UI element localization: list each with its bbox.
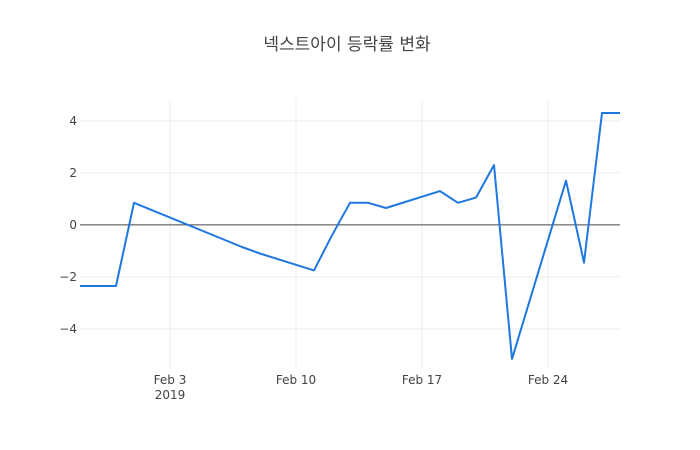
y-tick-label: 2 (69, 166, 77, 180)
y-tick-label: −4 (59, 322, 77, 336)
grid (80, 100, 620, 368)
x-tick-label: Feb 10 (276, 373, 316, 387)
y-tick-label: 0 (69, 218, 77, 232)
chart-title: 넥스트아이 등락률 변화 (263, 35, 431, 55)
y-tick-label: 4 (69, 114, 77, 128)
series-group (80, 112, 620, 360)
y-axis-ticks: 4 2 0 −2 −4 (59, 114, 77, 336)
x-tick-label: Feb 3 (154, 373, 187, 387)
x-tick-sublabel: 2019 (155, 388, 186, 402)
x-tick-label: Feb 17 (402, 373, 442, 387)
x-tick-label: Feb 24 (528, 373, 568, 387)
y-tick-label: −2 (59, 270, 77, 284)
series-line (80, 112, 620, 360)
